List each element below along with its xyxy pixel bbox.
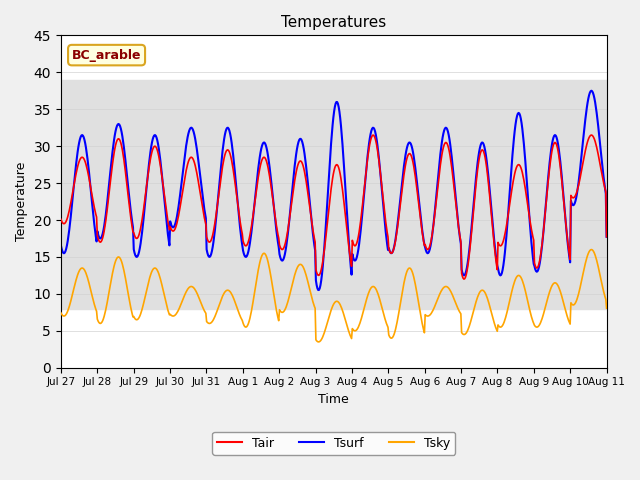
X-axis label: Time: Time — [318, 393, 349, 406]
Bar — [61, 80, 607, 309]
Legend: Tair, Tsurf, Tsky: Tair, Tsurf, Tsky — [212, 432, 455, 455]
Title: Temperatures: Temperatures — [281, 15, 387, 30]
Text: BC_arable: BC_arable — [72, 48, 141, 61]
Y-axis label: Temperature: Temperature — [15, 162, 28, 241]
